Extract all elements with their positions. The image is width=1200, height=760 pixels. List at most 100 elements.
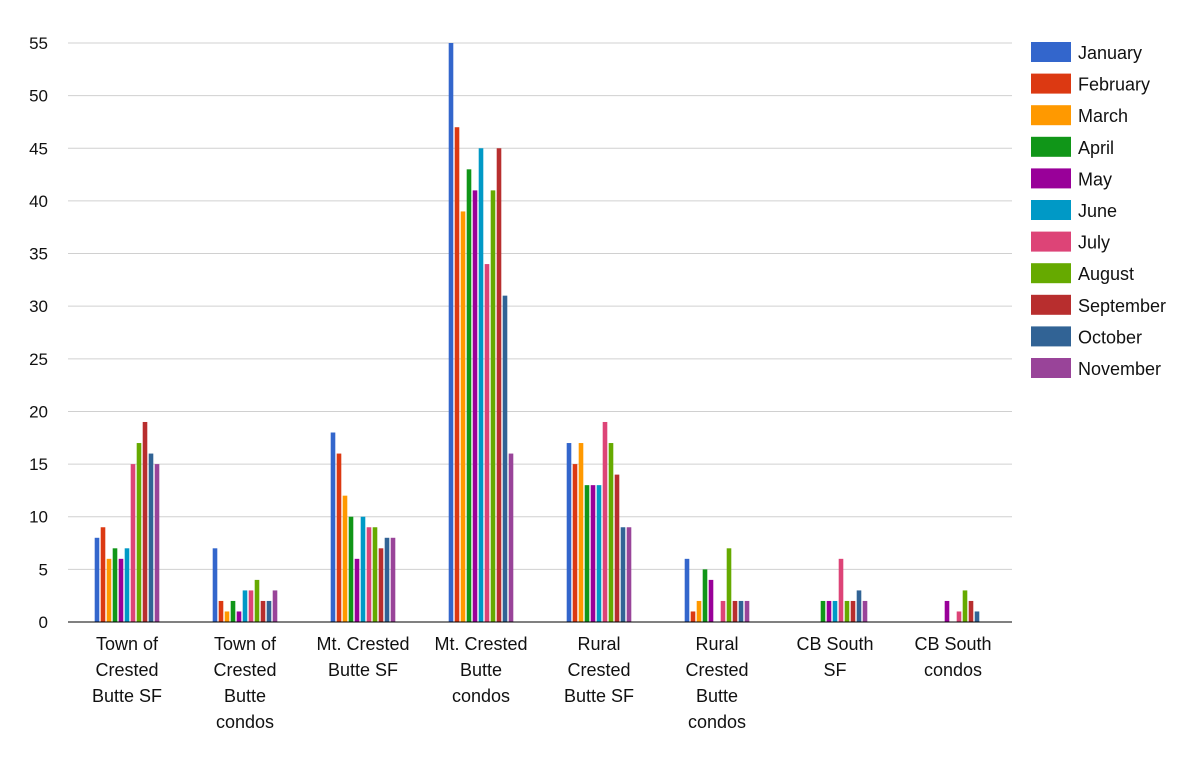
bar-may-7 [944,600,950,622]
legend-swatch [1031,73,1071,94]
bar-november-2 [390,537,396,622]
bar-february-5 [690,611,696,622]
bar-august-1 [254,579,260,622]
bar-may-0 [118,558,124,622]
bar-july-1 [248,590,254,622]
bar-october-6 [856,590,862,622]
bar-march-5 [696,600,702,622]
x-category-label: Town of Crested Butte SF [92,634,162,706]
x-axis-labels: Town of Crested Butte SF Town of Crested Butt… [92,634,992,732]
x-category-label-line: Crested [213,660,276,680]
x-category-label: Mt. Crested Butte condos [434,634,527,706]
y-tick-label: 55 [29,34,48,53]
bar-july-4 [602,421,608,622]
x-category-label-line: Butte [460,660,502,680]
gridlines [68,42,1012,570]
legend-swatch [1031,231,1071,252]
bar-november-3 [508,453,514,622]
bar-may-5 [708,579,714,622]
x-category-label: Mt. Crested Butte SF [316,634,409,680]
legend-label: June [1078,201,1117,221]
bar-july-5 [720,600,726,622]
bar-january-2 [330,432,336,622]
x-category-label: Rural Crested Butte SF [564,634,634,706]
bar-january-0 [94,537,100,622]
legend-swatch [1031,200,1071,220]
bar-april-4 [584,485,590,622]
y-tick-label: 20 [29,402,48,421]
y-tick-label: 40 [29,192,48,211]
bar-october-3 [502,295,508,622]
y-tick-label: 5 [39,560,48,579]
x-category-label: Town of Crested Butte condos [213,634,277,732]
bar-august-4 [608,443,614,622]
legend-label: March [1078,106,1128,126]
x-category-label-line: condos [452,686,510,706]
x-category-label-line: Mt. Crested [434,634,527,654]
x-category-label-line: SF [823,660,846,680]
legend: January February March April May June July Augu… [1031,42,1166,379]
x-category-label-line: Rural [695,634,738,654]
bar-january-3 [448,43,454,622]
bar-august-3 [490,190,496,622]
y-tick-label: 35 [29,245,48,264]
bar-september-3 [496,148,502,623]
bar-april-1 [230,600,236,622]
legend-swatch [1031,42,1071,62]
y-tick-label: 15 [29,455,48,474]
bar-april-0 [112,548,118,622]
bar-june-4 [596,485,602,622]
bar-april-2 [348,516,354,622]
x-category-label-line: Crested [685,660,748,680]
bar-january-4 [566,443,572,622]
bars [94,43,980,623]
x-category-label-line: Town of [96,634,159,654]
x-category-label-line: Mt. Crested [316,634,409,654]
x-category-label-line: Town of [214,634,277,654]
legend-label: October [1078,327,1142,347]
x-category-label: Rural Crested Butte condos [685,634,748,732]
bar-may-2 [354,558,360,622]
y-tick-label: 30 [29,297,48,316]
bar-may-3 [472,190,478,622]
bar-february-3 [454,127,460,622]
legend-swatch [1031,263,1071,284]
bar-march-3 [460,211,466,622]
bar-september-0 [142,421,148,622]
x-category-label-line: Butte SF [564,686,634,706]
bar-november-4 [626,527,632,622]
bar-september-7 [968,600,974,622]
bar-october-1 [266,600,272,622]
bar-april-3 [466,169,472,622]
bar-october-2 [384,537,390,622]
legend-label: January [1078,43,1142,63]
bar-july-3 [484,264,490,622]
y-tick-label: 45 [29,139,48,158]
legend-label: September [1078,296,1166,316]
bar-march-2 [342,495,348,622]
bar-march-1 [224,611,230,622]
legend-swatch [1031,294,1071,315]
bar-january-5 [684,558,690,622]
bar-august-2 [372,527,378,622]
legend-label: August [1078,264,1134,284]
bar-august-5 [726,548,732,622]
bar-july-7 [956,611,962,622]
x-category-label-line: condos [688,712,746,732]
bar-september-4 [614,474,620,622]
bar-august-0 [136,443,142,622]
legend-swatch [1031,326,1071,347]
y-tick-label: 25 [29,350,48,369]
bar-february-4 [572,464,578,622]
bar-june-3 [478,148,484,623]
bar-october-4 [620,527,626,622]
bar-july-6 [838,558,844,622]
bar-october-0 [148,453,154,622]
bar-may-4 [590,485,596,622]
x-category-label-line: Butte SF [328,660,398,680]
bar-june-1 [242,590,248,622]
legend-label: July [1078,233,1110,253]
bar-april-5 [702,569,708,622]
